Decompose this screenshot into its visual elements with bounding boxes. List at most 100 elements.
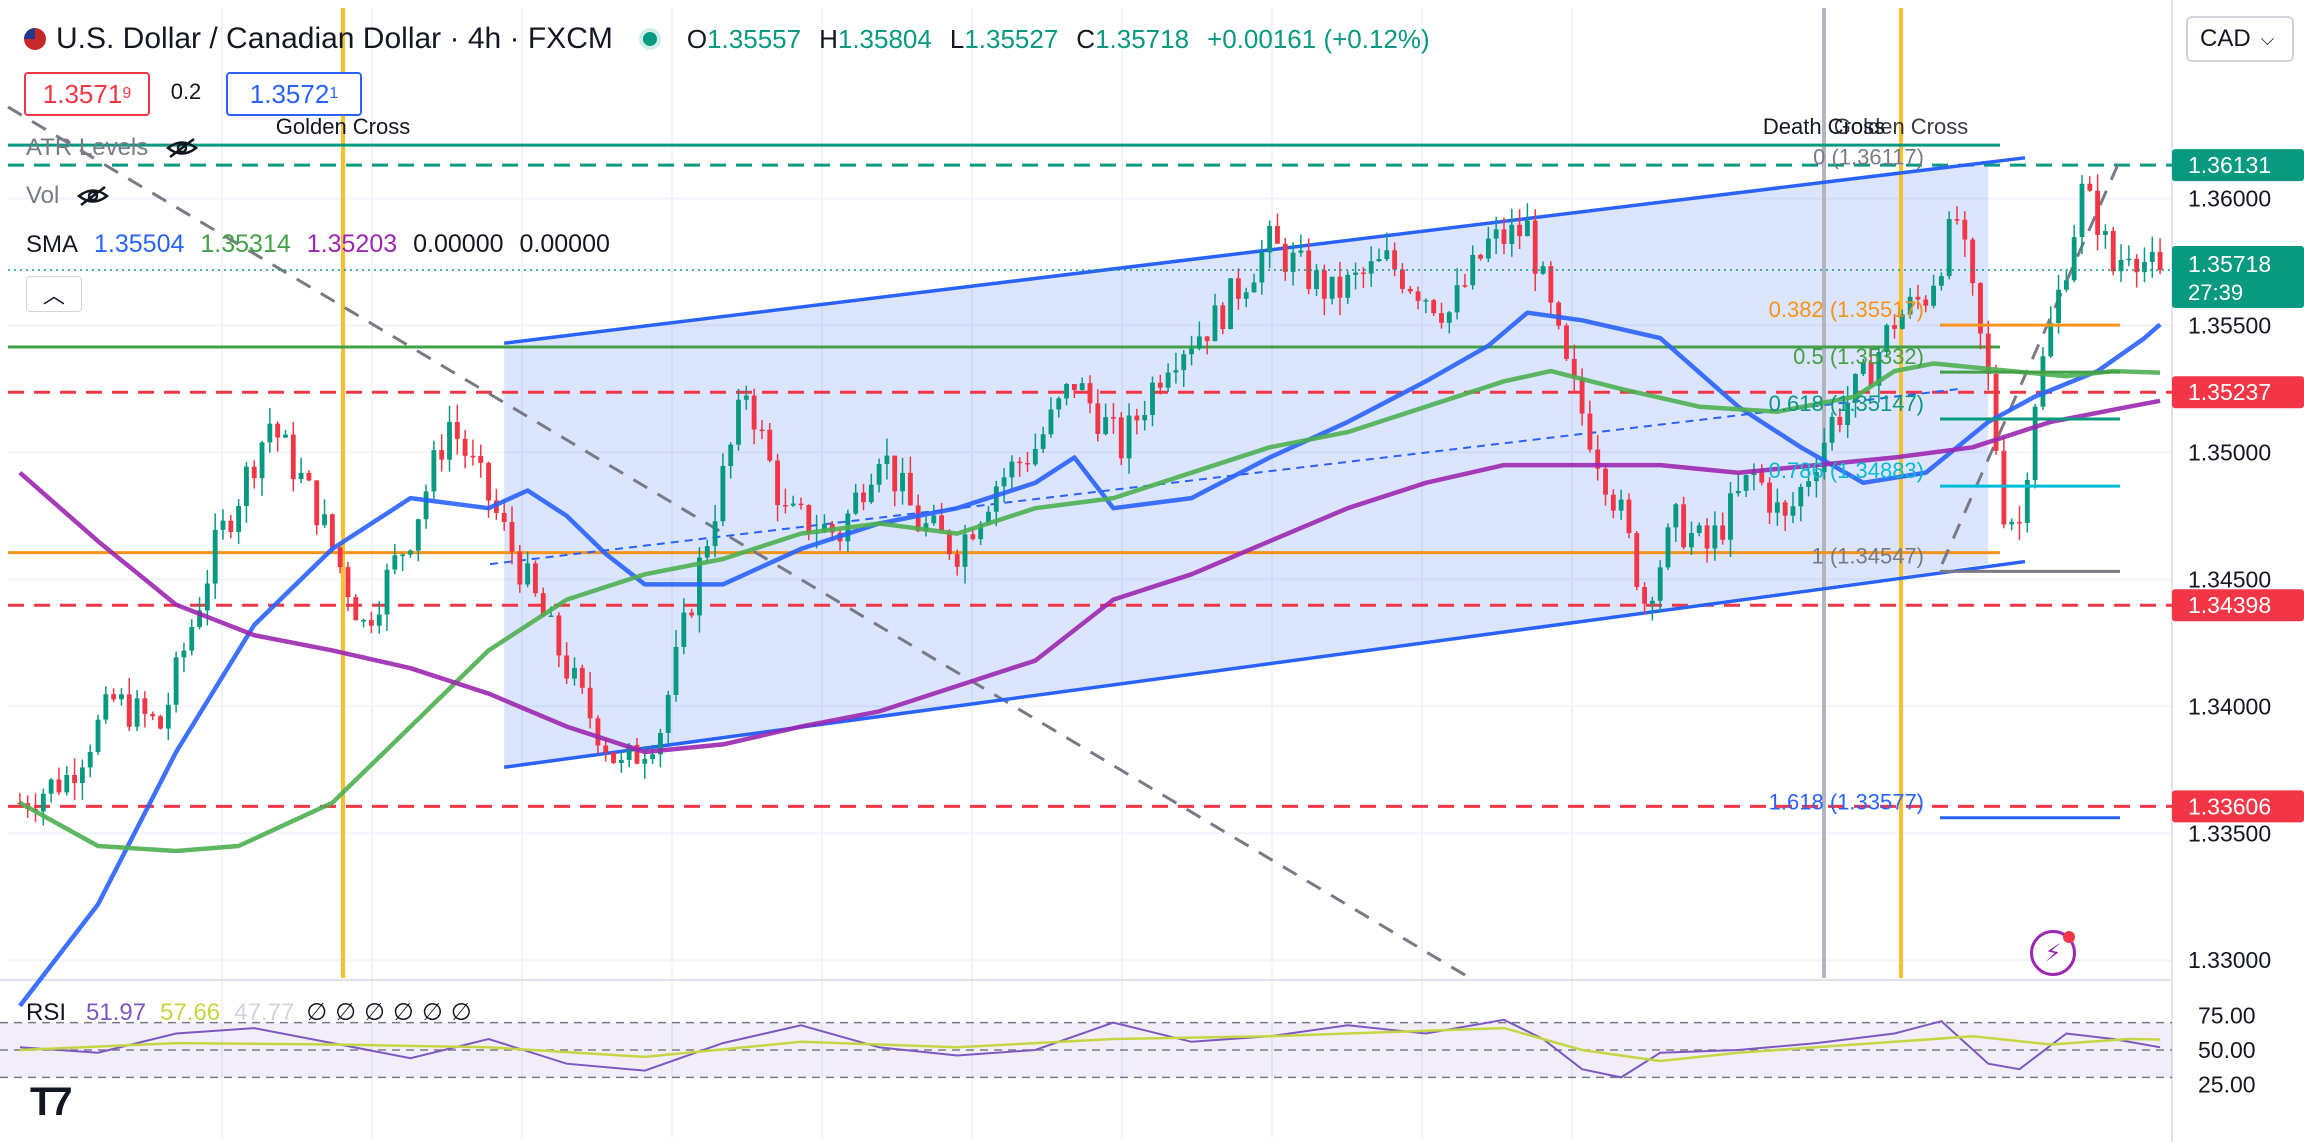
price-level-tag: [2172, 149, 2304, 182]
candle-body: [1735, 490, 1741, 494]
atr-indicator-row[interactable]: ATR Levels: [26, 134, 199, 162]
candle-body: [1337, 276, 1343, 298]
candle-body: [1212, 305, 1218, 342]
ohlc-close: C1.35718: [1076, 23, 1190, 54]
candle-body: [1845, 402, 1851, 426]
candle-body: [220, 520, 226, 530]
candle-body: [993, 486, 999, 512]
sell-button[interactable]: 1.3571 9: [24, 72, 150, 116]
candle-body: [48, 779, 54, 794]
collapse-indicators-button[interactable]: ︿: [26, 276, 82, 312]
fib-level-label: 0 (1.36117): [1813, 145, 1924, 170]
candle-body: [1290, 252, 1296, 272]
candle-body: [1892, 325, 1897, 329]
candle-body: [290, 434, 296, 480]
candle-body: [1306, 250, 1312, 290]
candle-body: [1275, 225, 1280, 244]
channel-upper-line: [503, 156, 2026, 345]
vol-indicator-row[interactable]: Vol: [26, 182, 110, 210]
candle-body: [767, 429, 773, 461]
candle-body: [1524, 220, 1530, 237]
candle-body: [275, 423, 281, 438]
candle-body: [267, 423, 273, 443]
candle-body: [462, 438, 468, 456]
candle-body: [1571, 358, 1577, 378]
candle-body: [1923, 299, 1929, 306]
candle-body: [158, 716, 163, 729]
candle-body: [72, 774, 78, 783]
candle-body: [345, 567, 351, 598]
candle-body: [2095, 190, 2101, 235]
candle-body: [1439, 313, 1444, 323]
fib-level-label: 0.382 (1.35517): [1769, 297, 1924, 322]
candle-body: [1157, 382, 1163, 388]
rsi-axis-tick: 75.00: [2198, 1003, 2256, 1029]
candle-body: [1384, 250, 1390, 260]
price-level-tag: [2172, 589, 2304, 622]
price-level-tag: [2172, 376, 2304, 409]
candle-body: [1673, 504, 1679, 528]
rsi-indicator-row[interactable]: RSI 51.97 57.66 47.77 ∅∅∅∅∅∅: [26, 998, 480, 1027]
tradingview-logo: T7: [30, 1080, 73, 1124]
candle-body: [1696, 525, 1702, 533]
candle-body: [79, 767, 85, 783]
candle-body: [618, 759, 624, 763]
candle-body: [1071, 384, 1077, 391]
eye-hidden-icon[interactable]: [77, 185, 110, 207]
candle-body: [337, 547, 343, 568]
currency-select-value: CAD: [2200, 25, 2251, 52]
price-level-tag-label: 1.33606: [2188, 793, 2271, 819]
candle-body: [1353, 272, 1358, 275]
last-price-tag: [2172, 246, 2304, 309]
candle-body: [533, 563, 538, 594]
candle-body: [525, 563, 531, 585]
symbol-title[interactable]: U.S. Dollar / Canadian Dollar · 4h · FXC…: [56, 22, 613, 55]
rsi-value: 51.97: [86, 998, 147, 1026]
candle-body: [1032, 448, 1038, 465]
candle-body: [540, 593, 546, 617]
candle-body: [970, 534, 976, 540]
candle-body: [1056, 398, 1062, 410]
candle-body: [2149, 251, 2155, 262]
price-axis-tick: 1.35000: [2188, 439, 2271, 465]
candle-body: [1314, 270, 1319, 290]
candle-body: [900, 472, 905, 492]
candle-body: [423, 491, 429, 520]
candle-body: [1025, 462, 1030, 465]
candle-body: [626, 744, 632, 760]
candle-body: [946, 531, 952, 555]
candle-body: [1111, 417, 1116, 419]
candle-body: [1774, 502, 1780, 513]
sma-indicator-row[interactable]: SMA 1.35504 1.35314 1.35203 0.00000 0.00…: [26, 230, 610, 259]
candle-body: [1813, 472, 1819, 482]
candle-body: [884, 455, 890, 465]
candle-body: [1610, 494, 1616, 511]
candle-body: [1962, 219, 1968, 240]
lightning-icon[interactable]: ⚡: [2030, 930, 2076, 976]
candle-body: [400, 554, 406, 557]
candle-body: [1446, 312, 1452, 323]
candle-body: [853, 492, 859, 514]
candle-body: [259, 442, 265, 479]
candle-body: [868, 484, 874, 503]
candle-body: [1118, 417, 1124, 459]
candle-body: [1556, 302, 1562, 326]
channel-lower-line: [503, 559, 2026, 769]
candle-body: [204, 583, 210, 611]
buy-button[interactable]: 1.3572 1: [226, 72, 362, 116]
candle-body: [501, 512, 507, 522]
trend-line-dashed: [1940, 154, 2124, 565]
candle-body: [1173, 370, 1179, 373]
candle-body: [2063, 280, 2069, 290]
candle-body: [1978, 283, 1983, 334]
candle-body: [1196, 336, 1202, 349]
rsi-empty-values: ∅∅∅∅∅∅: [306, 999, 480, 1026]
currency-select[interactable]: CAD ⌵: [2186, 16, 2294, 62]
candle-body: [1642, 587, 1647, 604]
candle-body: [1985, 333, 1991, 374]
candle-body: [743, 395, 749, 400]
eye-hidden-icon[interactable]: [166, 137, 199, 159]
candle-body: [1946, 219, 1952, 277]
candle-body: [1368, 261, 1374, 274]
